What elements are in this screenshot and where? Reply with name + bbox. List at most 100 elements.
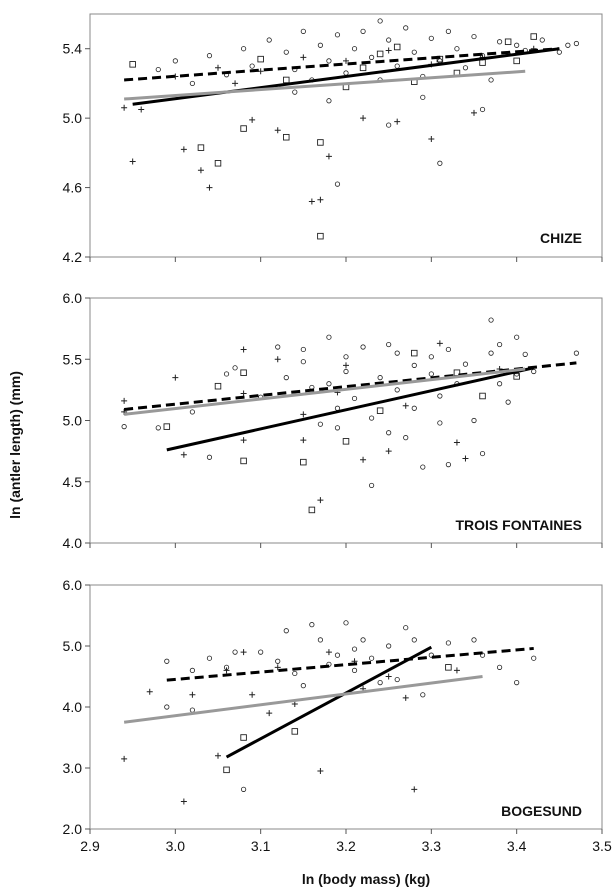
point-circle	[437, 160, 443, 166]
point-cross	[266, 710, 273, 717]
point-circle	[428, 354, 434, 360]
point-circle	[386, 430, 392, 436]
point-cross	[436, 340, 443, 347]
point-circle	[394, 63, 400, 69]
point-cross	[121, 104, 128, 111]
point-circle	[326, 98, 332, 104]
point-square	[393, 43, 401, 51]
y-axis-label: ln (antler length) (mm)	[7, 371, 23, 519]
point-circle	[334, 405, 341, 411]
point-circle	[343, 368, 349, 375]
y-tick-label: 6.0	[63, 577, 83, 593]
point-circle	[241, 786, 247, 792]
point-cross	[121, 755, 128, 762]
point-square	[291, 728, 299, 735]
point-circle	[428, 652, 434, 658]
point-circle	[334, 32, 341, 38]
point-cross	[343, 362, 349, 369]
point-cross	[402, 694, 409, 701]
regression-line-solid-grey	[124, 69, 526, 101]
point-circle	[368, 54, 375, 60]
regression-line-solid-grey	[123, 367, 526, 416]
point-cross	[274, 356, 281, 363]
point-square	[359, 64, 367, 72]
point-circle	[343, 620, 349, 626]
point-circle	[249, 63, 255, 69]
point-circle	[351, 395, 358, 402]
point-circle	[283, 49, 289, 55]
point-circle	[411, 637, 417, 643]
x-tick-label: 3.2	[336, 838, 356, 854]
point-circle	[300, 683, 306, 689]
point-circle	[155, 66, 161, 73]
point-circle	[386, 341, 392, 348]
point-circle	[292, 670, 298, 677]
point-circle	[351, 46, 358, 52]
point-circle	[164, 658, 170, 664]
x-axis-label: ln (body mass) (kg)	[302, 871, 430, 887]
y-tick-label: 4.2	[63, 249, 83, 265]
point-cross	[471, 109, 477, 116]
point-square	[513, 57, 520, 65]
point-circle	[479, 450, 486, 457]
panel-trois-fontaines: 4.0 4.5 5.0 5.5 6.0 TROIS FONTAINES	[63, 290, 603, 551]
point-cross	[317, 768, 324, 775]
point-cross	[360, 115, 367, 122]
point-cross	[146, 688, 153, 695]
regression-line-solid-black	[225, 645, 433, 759]
point-cross	[300, 411, 307, 418]
y-tick-label: 4.0	[63, 699, 83, 715]
point-circle	[172, 58, 178, 64]
point-circle	[351, 667, 358, 674]
point-circle	[573, 40, 580, 47]
point-cross	[308, 198, 315, 205]
regression-line-solid-black	[166, 366, 535, 452]
point-cross	[129, 158, 136, 165]
point-cross	[121, 397, 128, 404]
panel-bogesund: 2.0 3.0 4.0 5.0 6.0 2.9 3.0 3.1 3.2 3.3 3.4 3.5 BOGE…	[63, 577, 612, 854]
point-cross	[360, 456, 367, 463]
point-circle	[488, 317, 494, 323]
point-circle	[121, 424, 127, 430]
point-circle	[420, 94, 426, 100]
point-circle	[334, 652, 341, 658]
point-square	[479, 392, 486, 400]
point-circle	[317, 637, 323, 643]
plot-frame	[89, 13, 603, 258]
point-square	[283, 76, 290, 84]
point-cross	[300, 437, 307, 444]
point-circle	[351, 646, 358, 652]
point-circle	[471, 637, 477, 643]
point-cross	[240, 649, 247, 656]
point-square	[283, 133, 290, 141]
point-circle	[420, 464, 426, 470]
point-circle	[505, 399, 511, 405]
point-circle	[283, 375, 289, 381]
y-tick-label: 3.0	[63, 760, 83, 776]
plot-frame	[89, 584, 603, 830]
point-cross	[317, 497, 324, 504]
point-circle	[496, 39, 503, 45]
point-cross	[343, 57, 349, 64]
point-square	[342, 438, 350, 445]
point-circle	[488, 77, 494, 83]
point-circle	[445, 346, 451, 353]
point-circle	[317, 421, 323, 427]
point-cross	[180, 146, 187, 153]
point-square	[214, 382, 222, 390]
point-circle	[377, 18, 383, 24]
point-circle	[437, 420, 443, 426]
y-tick-label: 5.5	[63, 351, 83, 367]
x-tick-label: 2.9	[80, 838, 100, 854]
panel-chize: 4.2 4.6 5.0 5.4 CHIZE	[63, 13, 603, 265]
point-cross	[385, 673, 392, 680]
point-cross	[402, 402, 409, 409]
y-tick-label: 6.0	[63, 290, 83, 306]
point-cross	[317, 196, 324, 203]
point-circle	[386, 122, 392, 128]
point-square	[240, 125, 247, 132]
point-circle	[360, 637, 366, 643]
point-circle	[403, 435, 409, 441]
point-circle	[241, 46, 247, 52]
